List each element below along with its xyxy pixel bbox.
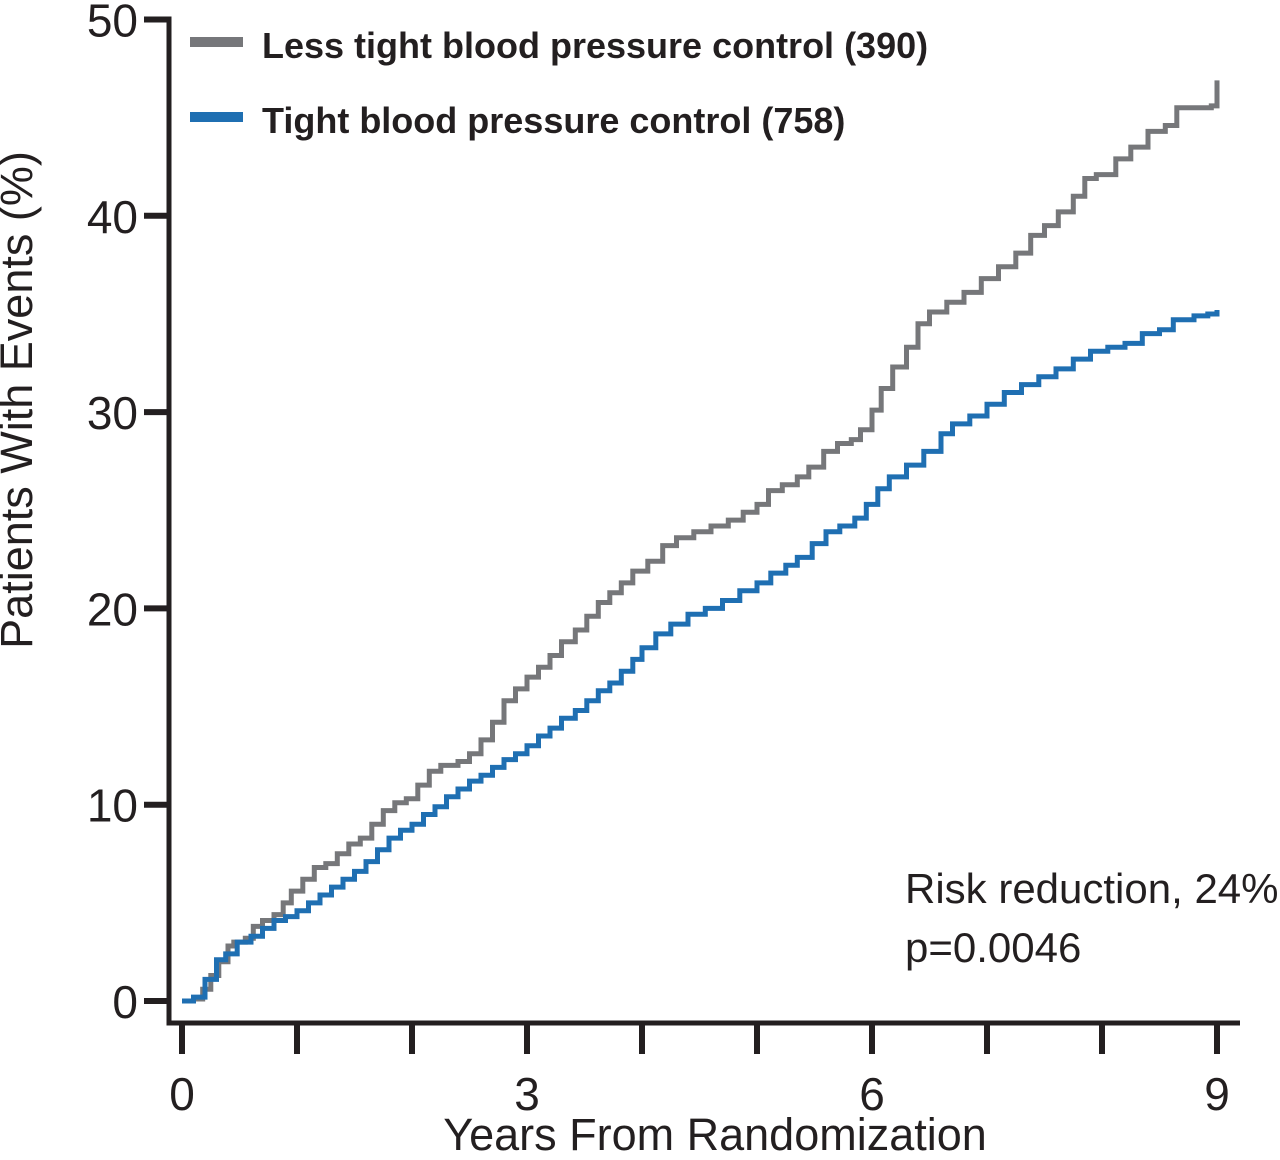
x-tick-label: 0 [169, 1068, 195, 1120]
x-tick-label: 3 [514, 1068, 540, 1120]
legend: Less tight blood pressure control (390) … [190, 25, 928, 141]
series-line-tight [182, 310, 1220, 1004]
y-tick-label: 50 [87, 0, 138, 47]
x-axis-ticks: 0 3 6 9 [169, 1023, 1230, 1120]
x-tick-label: 9 [1204, 1068, 1230, 1120]
y-tick-label: 30 [87, 387, 138, 439]
y-tick-label: 10 [87, 780, 138, 832]
legend-label-tight: Tight blood pressure control (758) [262, 100, 845, 141]
annotation-p-value: p=0.0046 [905, 924, 1081, 971]
y-tick-label: 40 [87, 191, 138, 243]
annotations: Risk reduction, 24% p=0.0046 [905, 865, 1279, 971]
y-axis-title: Patients With Events (%) [0, 151, 42, 649]
axes [166, 16, 1240, 1026]
series-group [182, 80, 1220, 1004]
y-tick-label: 20 [87, 583, 138, 635]
legend-label-less-tight: Less tight blood pressure control (390) [262, 25, 928, 66]
y-axis-ticks: 0 10 20 30 40 50 [87, 0, 169, 1028]
y-tick-label: 0 [112, 976, 138, 1028]
x-axis-title: Years From Randomization [443, 1109, 987, 1160]
x-tick-label: 6 [859, 1068, 885, 1120]
series-line-less-tight [182, 80, 1220, 1004]
annotation-risk-reduction: Risk reduction, 24% [905, 865, 1279, 912]
